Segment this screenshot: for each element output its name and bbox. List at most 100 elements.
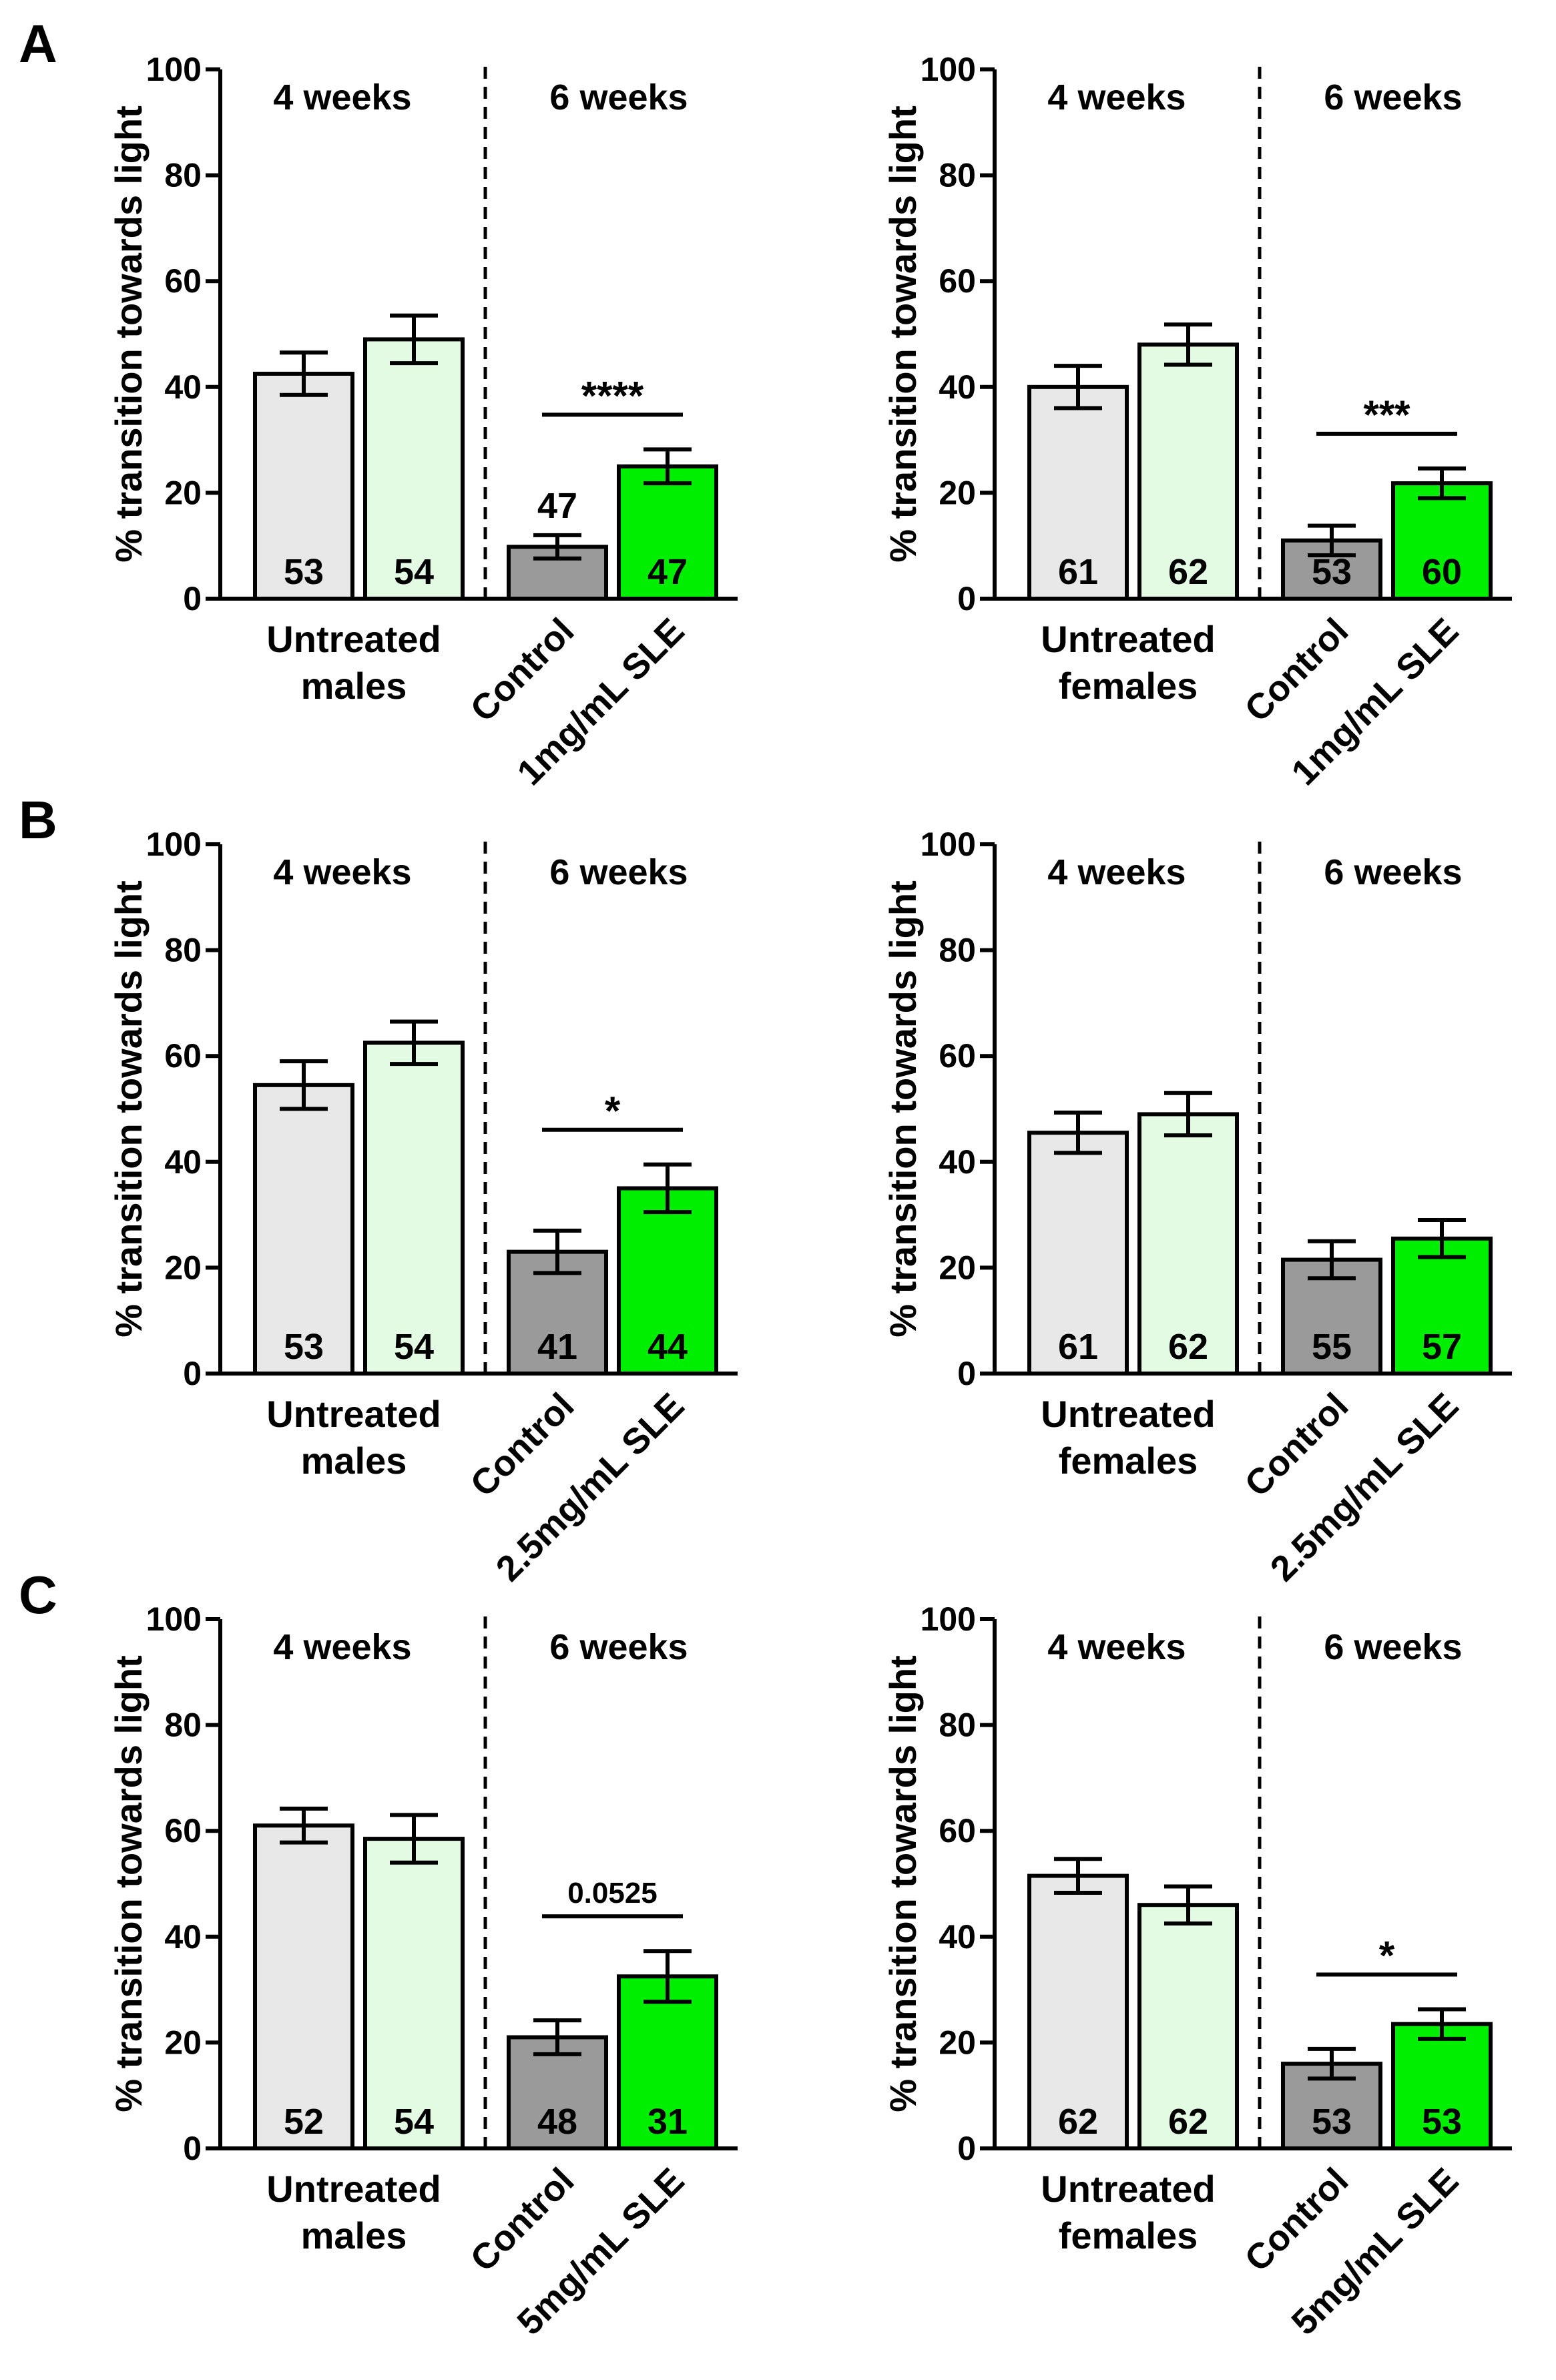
chart0-period-label-6-weeks: 6 weeks [549, 77, 688, 117]
chart0-y-tick-label-80: 80 [164, 157, 202, 194]
chart2-y-tick-label-100: 100 [146, 826, 202, 863]
chart5-y-tick-label-60: 60 [939, 1812, 976, 1849]
chart4-bar-0 [253, 1823, 354, 2151]
chart2-n-label-3: 44 [647, 1327, 688, 1367]
chart1-y-tick-label-0: 0 [957, 580, 976, 617]
chart4-y-tick-label-40: 40 [164, 1918, 202, 1956]
chart5-group-label-line1: Untreated [1041, 2168, 1215, 2210]
chart3-n-label-1: 62 [1168, 1327, 1208, 1367]
chart2-y-tick-label-60: 60 [164, 1037, 202, 1075]
chart1-n-label-2: 53 [1312, 552, 1352, 592]
chart5-period-label-6-weeks: 6 weeks [1324, 1627, 1462, 1667]
chart4-y-tick-label-60: 60 [164, 1812, 202, 1849]
chart4-y-axis-label: % transition towards light [107, 1655, 150, 2112]
chart5-bar-1 [1137, 1903, 1239, 2150]
chart0-n-label-1: 54 [394, 552, 434, 592]
chart1-y-tick-label-80: 80 [939, 157, 976, 194]
chart3-y-tick-label-40: 40 [939, 1143, 976, 1181]
chart0-period-label-4-weeks: 4 weeks [273, 77, 411, 117]
chart5-bar-0 [1027, 1873, 1129, 2150]
chart0-y-tick-label-100: 100 [146, 51, 202, 88]
chart3-y-tick-label-80: 80 [939, 932, 976, 969]
chart1-y-tick-label-20: 20 [939, 474, 976, 511]
chart0-group-label-line1: Untreated [266, 618, 441, 660]
chart2-bar-1 [363, 1040, 465, 1376]
chart5-n-label-1: 62 [1168, 2102, 1208, 2142]
chart1-n-label-1: 62 [1168, 552, 1208, 592]
chart5-y-tick-label-40: 40 [939, 1918, 976, 1956]
chart3-group-label-line1: Untreated [1041, 1393, 1215, 1435]
chart4-y-tick-label-80: 80 [164, 1707, 202, 1744]
chart3-bar-3 [1391, 1236, 1493, 1376]
chart5-period-label-4-weeks: 4 weeks [1047, 1627, 1186, 1667]
chart1-n-label-3: 60 [1422, 552, 1462, 592]
chart4-n-label-0: 52 [284, 2102, 324, 2142]
chart1-y-tick-label-100: 100 [921, 51, 976, 88]
chart1-y-axis-label: % transition towards light [882, 105, 924, 562]
chart1-y-tick-label-40: 40 [939, 368, 976, 406]
chart0-group-label-line2: males [301, 665, 407, 707]
chart4-y-tick-label-100: 100 [146, 1600, 202, 1638]
chart0-n-label-2: 47 [537, 486, 577, 526]
chart5-significance-label: * [1379, 1933, 1395, 1978]
chart3-bar-1 [1137, 1112, 1239, 1376]
panel-label-a: A [19, 14, 57, 73]
chart1-bar-3 [1391, 481, 1493, 601]
chart3-y-axis-label: % transition towards light [882, 880, 924, 1337]
chart1-bar-0 [1027, 384, 1129, 601]
chart5-n-label-2: 53 [1312, 2102, 1352, 2142]
chart4-y-tick-label-0: 0 [183, 2130, 202, 2167]
chart0-y-tick-label-20: 20 [164, 474, 202, 511]
chart1-period-label-4-weeks: 4 weeks [1047, 77, 1186, 117]
chart3-n-label-2: 55 [1312, 1327, 1352, 1367]
chart0-y-tick-label-40: 40 [164, 368, 202, 406]
chart0-significance-label: **** [581, 373, 644, 418]
chart2-group-label-line2: males [301, 1440, 407, 1482]
chart4-bar-3 [617, 1974, 718, 2150]
chart3-bar-0 [1027, 1131, 1129, 1376]
chart0-y-axis-label: % transition towards light [107, 105, 150, 562]
chart4-n-label-3: 31 [647, 2102, 688, 2142]
chart2-n-label-2: 41 [537, 1327, 577, 1367]
chart2-y-tick-label-0: 0 [183, 1355, 202, 1392]
chart1-period-label-6-weeks: 6 weeks [1324, 77, 1462, 117]
chart2-y-axis-label: % transition towards light [107, 880, 150, 1337]
panel-label-c: C [19, 1565, 57, 1624]
chart2-significance-label: * [605, 1089, 621, 1133]
chart1-significance-label: *** [1363, 392, 1410, 437]
chart4-n-label-1: 54 [394, 2102, 434, 2142]
chart2-y-tick-label-40: 40 [164, 1143, 202, 1181]
chart4-group-label-line2: males [301, 2214, 407, 2257]
chart2-bar-0 [253, 1083, 354, 1376]
chart2-bar-2 [507, 1249, 608, 1376]
chart4-n-label-2: 48 [537, 2102, 577, 2142]
chart4-y-tick-label-20: 20 [164, 2024, 202, 2061]
chart0-n-label-3: 47 [647, 552, 688, 592]
chart2-n-label-0: 53 [284, 1327, 324, 1367]
chart2-x-tick-label-treatment: 2.5mg/mL SLE [489, 1386, 692, 1589]
chart2-period-label-4-weeks: 4 weeks [273, 852, 411, 892]
chart0-y-tick-label-0: 0 [183, 580, 202, 617]
chart3-x-tick-label-treatment: 2.5mg/mL SLE [1263, 1386, 1467, 1589]
chart3-period-label-4-weeks: 4 weeks [1047, 852, 1186, 892]
chart4-significance-label: 0.0525 [567, 1877, 658, 1909]
chart0-y-tick-label-60: 60 [164, 262, 202, 300]
chart3-y-tick-label-20: 20 [939, 1249, 976, 1286]
chart5-group-label-line2: females [1059, 2214, 1198, 2257]
chart5-y-tick-label-20: 20 [939, 2024, 976, 2061]
chart5-y-tick-label-80: 80 [939, 1707, 976, 1744]
chart3-n-label-0: 61 [1058, 1327, 1098, 1367]
chart5-y-tick-label-100: 100 [921, 1600, 976, 1638]
chart1-group-label-line2: females [1059, 665, 1198, 707]
chart3-y-tick-label-0: 0 [957, 1355, 976, 1392]
chart3-n-label-3: 57 [1422, 1327, 1462, 1367]
chart2-group-label-line1: Untreated [266, 1393, 441, 1435]
chart1-y-tick-label-60: 60 [939, 262, 976, 300]
chart1-bar-1 [1137, 342, 1239, 601]
chart5-y-axis-label: % transition towards light [882, 1655, 924, 2112]
chart5-n-label-3: 53 [1422, 2102, 1462, 2142]
chart3-y-tick-label-60: 60 [939, 1037, 976, 1075]
chart4-period-label-4-weeks: 4 weeks [273, 1627, 411, 1667]
